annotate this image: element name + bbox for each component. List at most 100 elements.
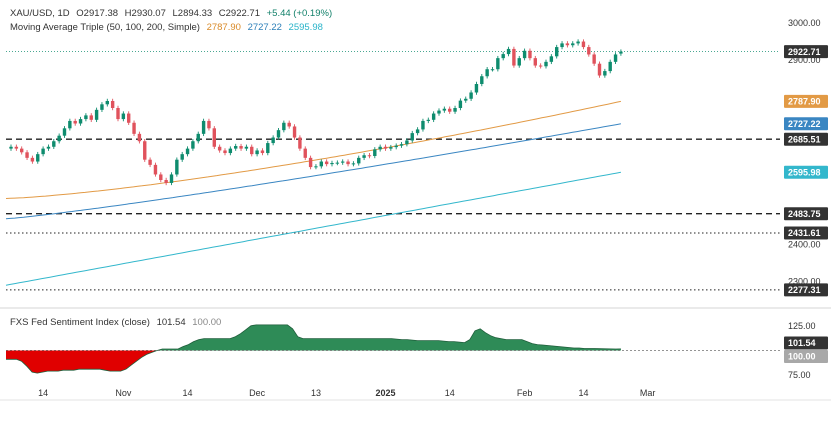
candle <box>560 41 564 50</box>
candle <box>603 68 607 78</box>
candle <box>244 144 249 151</box>
candle <box>121 111 126 122</box>
candle-body <box>431 113 436 120</box>
candle <box>522 48 527 61</box>
ma-title: Moving Average Triple (50, 100, 200, Sim… <box>10 22 200 33</box>
candle-body <box>528 50 532 59</box>
candle <box>196 131 200 144</box>
price-tag-label: 2787.90 <box>788 97 821 107</box>
candle <box>506 46 511 57</box>
candle-body <box>341 161 345 163</box>
candle-body <box>362 155 366 158</box>
candle-body <box>464 98 468 101</box>
candle <box>533 55 537 68</box>
sentiment-tag-label: 100.00 <box>788 352 816 362</box>
candle <box>169 172 174 186</box>
candle <box>30 155 35 164</box>
candle-body <box>228 148 233 154</box>
time-axis-tick-label: Feb <box>517 388 533 398</box>
candle-body <box>410 133 414 141</box>
candle <box>565 41 570 48</box>
candle-body <box>84 115 88 120</box>
candle-body <box>608 61 612 72</box>
candle <box>357 155 361 166</box>
price-tag-box <box>784 94 828 108</box>
candle <box>292 124 297 140</box>
candle <box>175 157 179 177</box>
ma50-value: 2787.90 <box>206 22 241 33</box>
candle <box>399 141 404 148</box>
candle <box>341 159 345 165</box>
sentiment-tag-box <box>784 349 828 363</box>
candle-body <box>239 146 243 149</box>
candle <box>207 118 211 131</box>
price-tag-label: 2595.98 <box>788 167 821 177</box>
time-axis-tick-label: 14 <box>38 388 48 398</box>
candle-body <box>110 100 115 108</box>
candle <box>282 120 286 133</box>
candle <box>458 98 463 111</box>
candle-body <box>560 43 564 48</box>
candle <box>105 98 109 107</box>
price-tag-ma200: 2595.98 <box>784 165 828 179</box>
candle <box>212 126 216 149</box>
price-tag-label: 2277.31 <box>788 285 821 295</box>
high-value: H2930.07 <box>124 8 166 19</box>
candle-body <box>405 140 409 145</box>
time-axis-tick-label: Nov <box>115 388 132 398</box>
price-axis-tick-label: 2400.00 <box>788 240 821 250</box>
candle-body <box>36 154 40 162</box>
candle-body <box>25 152 29 158</box>
candle-body <box>613 54 618 62</box>
price-tag-box <box>784 117 828 131</box>
candle <box>330 160 334 167</box>
candle <box>143 139 147 162</box>
candle-body <box>78 119 83 124</box>
candle-body <box>127 113 131 123</box>
candle-body <box>448 108 452 112</box>
candle <box>576 39 580 46</box>
candle-body <box>196 133 200 142</box>
candle-body <box>191 141 195 149</box>
candle <box>608 59 612 74</box>
candle-body <box>148 159 152 165</box>
ma100-value: 2727.22 <box>247 22 282 33</box>
candle <box>89 113 93 123</box>
candle-body <box>287 122 291 127</box>
candle-body <box>319 161 323 167</box>
candle-body <box>549 56 554 62</box>
candle-body <box>121 113 126 120</box>
price-tag-label: 2922.71 <box>788 47 821 57</box>
candle <box>84 113 88 122</box>
candle-body <box>68 120 72 129</box>
candle <box>415 127 420 136</box>
candle-body <box>576 41 580 44</box>
candle <box>597 61 602 78</box>
candle-body <box>415 129 420 134</box>
candle <box>239 143 243 151</box>
close-value: C2922.71 <box>218 8 260 19</box>
time-axis-tick-label: 2025 <box>375 388 395 398</box>
price-tag-box <box>784 207 828 221</box>
candle-body <box>52 141 56 147</box>
candle-body <box>357 157 361 164</box>
candle <box>501 51 505 61</box>
candle <box>223 148 227 156</box>
sentiment-tag-last: 101.54 <box>784 336 828 350</box>
candle <box>260 148 265 156</box>
candle <box>367 153 372 159</box>
candle-body <box>324 161 329 165</box>
candle-body <box>571 43 575 46</box>
candle-body <box>533 58 537 66</box>
candle <box>405 138 409 147</box>
time-axis-tick-label: Mar <box>640 388 656 398</box>
candle-body <box>234 146 238 149</box>
candle-body <box>597 63 602 76</box>
candle-body <box>480 76 484 84</box>
candle-body <box>14 146 19 149</box>
sentiment-line <box>6 324 621 374</box>
price-tag-level: 2431.61 <box>784 226 828 240</box>
candle-body <box>383 146 388 149</box>
candle-body <box>512 48 516 66</box>
